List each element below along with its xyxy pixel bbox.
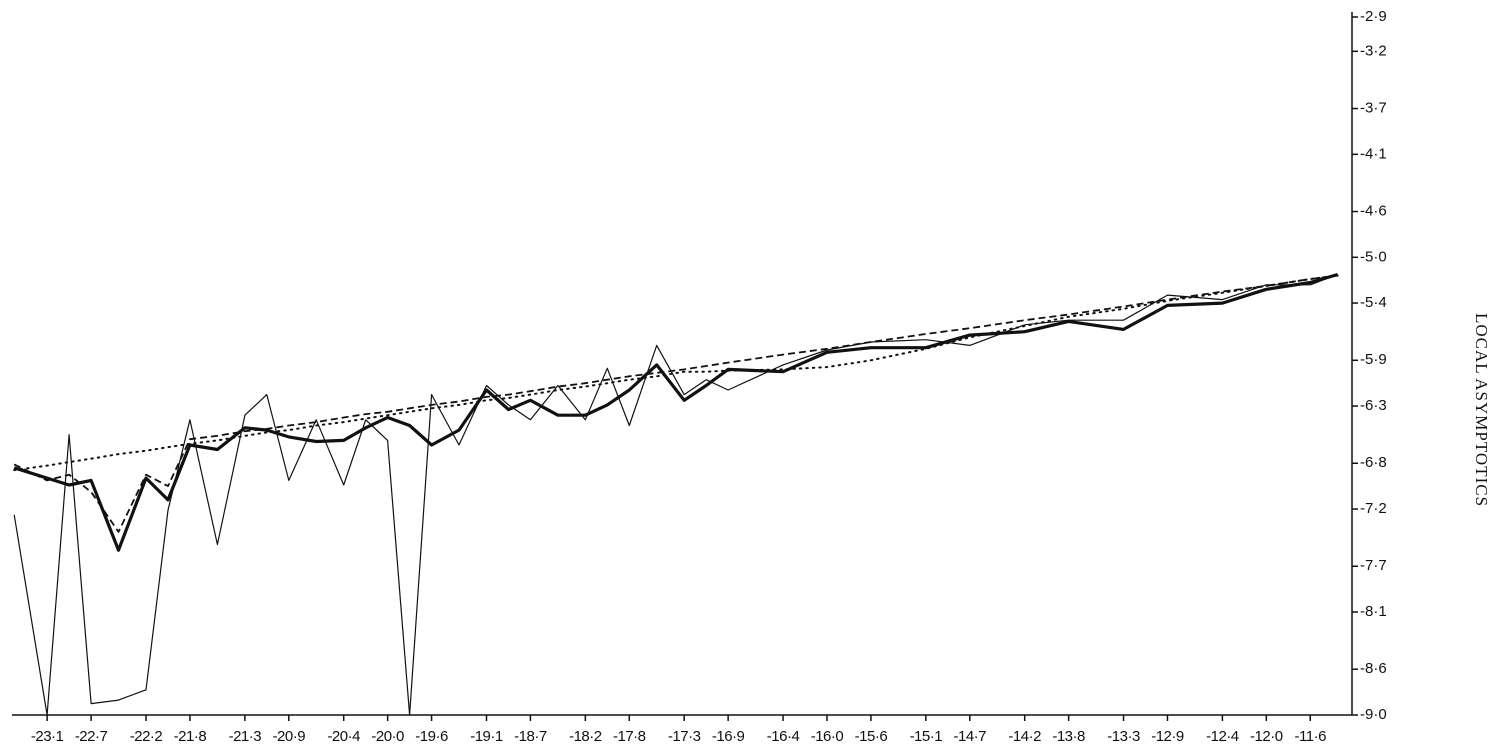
y-tick-label: -3·2: [1360, 42, 1387, 59]
y-tick-label: -5·0: [1360, 248, 1387, 265]
y-tick-label: -8·6: [1360, 660, 1387, 677]
x-tick-label: -20·0: [371, 728, 404, 745]
x-tick-label: -16·4: [767, 728, 800, 745]
x-tick-label: -20·9: [273, 728, 306, 745]
x-tick-label: -18·7: [514, 728, 547, 745]
y-tick-label: -5·4: [1360, 294, 1387, 311]
x-tick-label: -19·1: [470, 728, 503, 745]
series-line: [13, 273, 1338, 716]
x-tick-label: -13·3: [1107, 728, 1140, 745]
x-tick-label: -11·6: [1295, 728, 1327, 745]
y-tick-label: -9·0: [1360, 706, 1387, 723]
y-tick-label: -6·3: [1360, 397, 1387, 414]
x-tick-label: -18·2: [569, 728, 602, 745]
x-tick-label: -19·6: [415, 728, 448, 745]
x-tick-label: -23·1: [31, 728, 64, 745]
y-tick-label: -3·7: [1360, 100, 1387, 117]
y-tick-label: -2·9: [1360, 8, 1387, 25]
series-line: [13, 272, 1339, 552]
x-tick-label: -15·6: [855, 728, 888, 745]
x-tick-label: -12·9: [1151, 728, 1184, 745]
x-tick-label: -17·3: [668, 728, 701, 745]
x-tick-label: -22·7: [75, 728, 108, 745]
x-tick-label: -12·4: [1206, 728, 1239, 745]
y-tick-label: -5·9: [1360, 351, 1387, 368]
x-tick-label: -15·1: [910, 728, 943, 745]
y-tick-label: -6·8: [1360, 454, 1387, 471]
y-tick-label: -7·7: [1360, 557, 1387, 574]
y-tick-label: -4·6: [1360, 202, 1387, 219]
series-line: [13, 274, 1338, 533]
x-tick-label: -20·4: [327, 728, 360, 745]
x-tick-label: -13·8: [1052, 728, 1085, 745]
y-tick-label: -4·1: [1360, 145, 1387, 162]
x-tick-label: -14·2: [1008, 728, 1041, 745]
y-tick-label: -7·2: [1360, 500, 1387, 517]
y-axis-label: LOCAL ASYMPTOTICS: [1472, 313, 1491, 507]
x-tick-label: -17·8: [613, 728, 646, 745]
y-tick-label: -8·1: [1360, 603, 1387, 620]
x-tick-label: -21·3: [229, 728, 262, 745]
x-tick-label: -12·0: [1250, 728, 1283, 745]
x-tick-label: -16·9: [712, 728, 745, 745]
x-tick-label: -21·8: [174, 728, 207, 745]
x-tick-label: -14·7: [954, 728, 987, 745]
x-tick-label: -22·2: [130, 728, 163, 745]
x-tick-label: -16·0: [811, 728, 844, 745]
